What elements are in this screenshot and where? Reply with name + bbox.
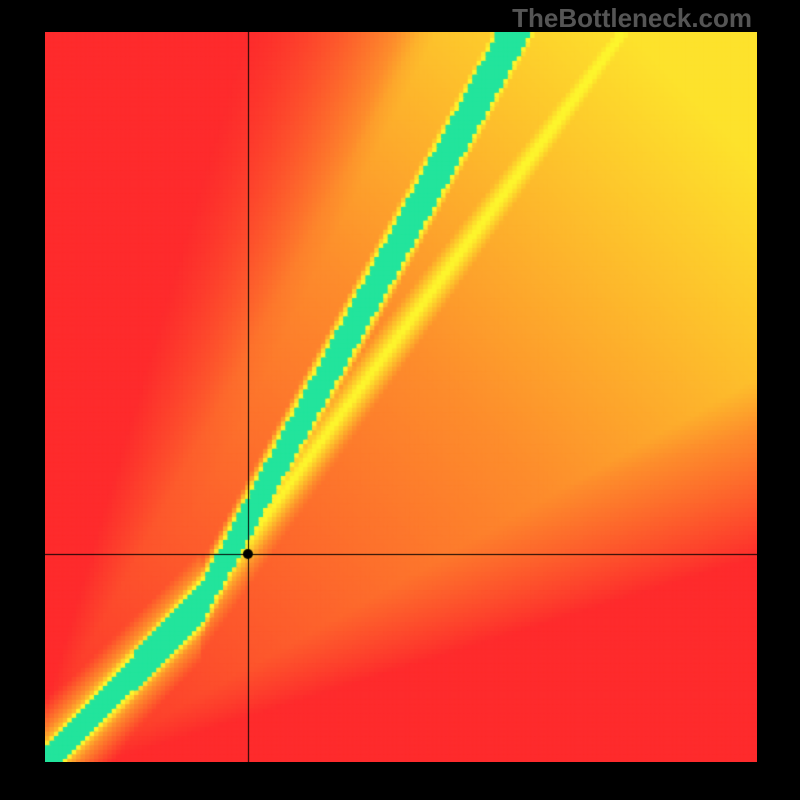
watermark-text: TheBottleneck.com (512, 3, 752, 34)
bottleneck-heatmap (45, 32, 757, 762)
chart-container: TheBottleneck.com (0, 0, 800, 800)
